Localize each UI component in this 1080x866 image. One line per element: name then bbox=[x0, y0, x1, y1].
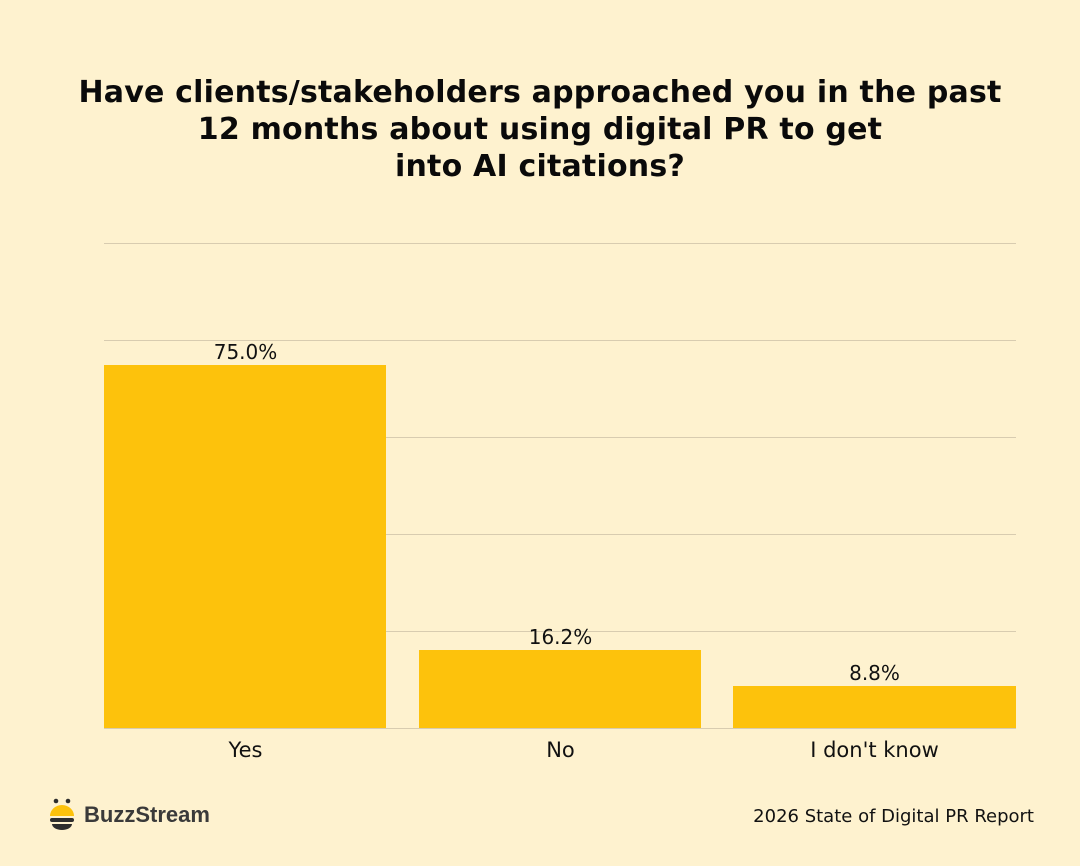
chart-title: Have clients/stakeholders approached you… bbox=[0, 74, 1080, 185]
title-line-1: Have clients/stakeholders approached you… bbox=[78, 75, 1002, 110]
source-note: 2026 State of Digital PR Report bbox=[753, 806, 1034, 827]
value-label-yes: 75.0% bbox=[213, 340, 278, 364]
value-label-no: 16.2% bbox=[528, 625, 593, 649]
bee-icon bbox=[50, 798, 74, 830]
category-label-dont-know: I don't know bbox=[810, 738, 939, 762]
brand-logo: BuzzStream bbox=[48, 798, 210, 832]
baseline bbox=[104, 728, 1016, 729]
category-label-no: No bbox=[546, 738, 575, 762]
bar-no bbox=[419, 650, 701, 728]
title-line-2: 12 months about using digital PR to get bbox=[197, 112, 883, 147]
gridline-40 bbox=[104, 534, 1016, 535]
bar-yes bbox=[104, 365, 386, 728]
gridline-60 bbox=[104, 437, 1016, 438]
plot-area: 75.0% 16.2% 8.8% bbox=[104, 243, 1016, 729]
title-line-3: into AI citations? bbox=[395, 149, 685, 184]
bar-dont-know bbox=[733, 686, 1016, 728]
gridline-80 bbox=[104, 340, 1016, 341]
gridline-20 bbox=[104, 631, 1016, 632]
category-label-yes: Yes bbox=[228, 738, 263, 762]
value-label-dont-know: 8.8% bbox=[849, 661, 900, 685]
gridline-100 bbox=[104, 243, 1016, 244]
brand-name: BuzzStream bbox=[84, 802, 210, 827]
